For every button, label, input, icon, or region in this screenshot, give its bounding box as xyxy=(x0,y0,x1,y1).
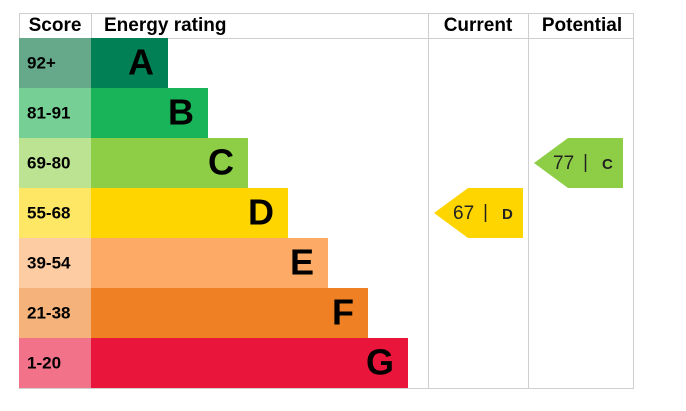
rating-letter: B xyxy=(168,92,194,133)
score-cell xyxy=(19,188,91,238)
score-label: 92+ xyxy=(27,53,56,72)
rating-letter: A xyxy=(128,42,154,83)
score-cell xyxy=(19,288,91,338)
rating-letter: C xyxy=(208,142,234,183)
potential-value: 77 xyxy=(553,153,574,174)
score-cell xyxy=(19,238,91,288)
rating-letter: G xyxy=(366,342,394,383)
current-value: 67 xyxy=(453,203,474,224)
header-current: Current xyxy=(444,15,513,36)
rating-letter: F xyxy=(332,292,354,333)
header-rating: Energy rating xyxy=(104,15,226,36)
rating-bar xyxy=(91,188,288,238)
score-label: 1-20 xyxy=(27,353,61,372)
header-score: Score xyxy=(29,15,82,36)
potential-arrow xyxy=(534,138,623,188)
current-arrow xyxy=(434,188,523,238)
header-potential: Potential xyxy=(542,15,622,36)
potential-rating: C xyxy=(602,156,613,173)
rating-bar xyxy=(91,288,368,338)
score-cell xyxy=(19,38,91,88)
rating-letter: D xyxy=(248,192,274,233)
score-label: 81-91 xyxy=(27,103,70,122)
score-label: 55-68 xyxy=(27,203,70,222)
score-label: 69-80 xyxy=(27,153,70,172)
score-cell xyxy=(19,338,91,388)
score-cell xyxy=(19,138,91,188)
rating-bar xyxy=(91,338,408,388)
current-rating: D xyxy=(502,206,513,223)
rating-bar xyxy=(91,38,168,88)
score-label: 39-54 xyxy=(27,253,71,272)
rating-letter: E xyxy=(290,242,314,283)
rating-bar xyxy=(91,138,248,188)
score-cell xyxy=(19,88,91,138)
rating-bar xyxy=(91,88,208,138)
rating-bar xyxy=(91,238,328,288)
score-label: 21-38 xyxy=(27,303,70,322)
